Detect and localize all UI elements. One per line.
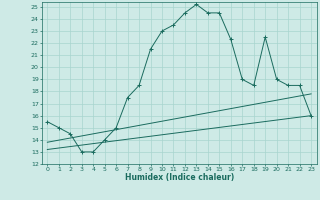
X-axis label: Humidex (Indice chaleur): Humidex (Indice chaleur) (124, 173, 234, 182)
